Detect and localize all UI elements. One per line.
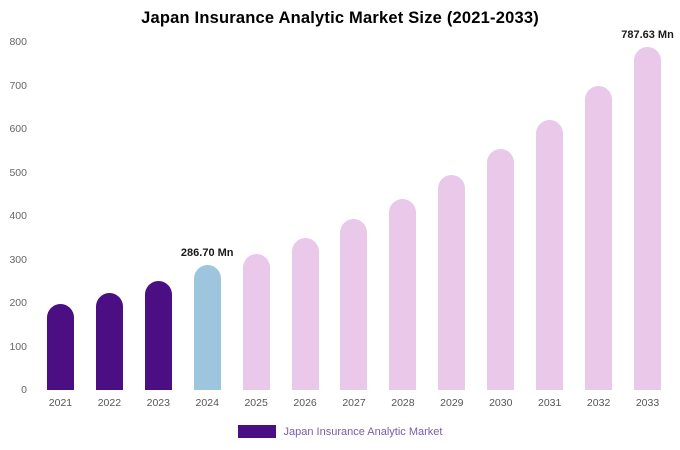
bar-value-label: 787.63 Mn: [621, 29, 674, 42]
bar-slot: [281, 42, 330, 390]
bar-2024: [193, 265, 221, 390]
bar-slot: [330, 42, 379, 390]
bar-value-label: 286.70 Mn: [180, 247, 234, 260]
bar-2026: [291, 237, 319, 390]
y-tick-label: 700: [9, 79, 27, 92]
bar-2022: [95, 293, 123, 390]
bar-2027: [340, 218, 368, 390]
bar-2031: [536, 120, 564, 390]
bar-slot: [134, 42, 183, 390]
x-tick-label: 2023: [146, 397, 170, 409]
x-tick-label: 2032: [586, 397, 611, 409]
y-tick-label: 800: [9, 36, 27, 48]
x-tick-label: 2031: [538, 397, 562, 409]
x-tick-label: 2033: [635, 397, 660, 409]
plot-area: 286.70 Mn 787.63 Mn: [36, 29, 674, 390]
bar-slot: [232, 42, 281, 390]
bar-slot: [85, 42, 134, 390]
bar-slot: [525, 42, 574, 390]
x-tick-label: 2024: [195, 397, 219, 409]
bar-2025: [242, 253, 270, 390]
x-tick-label: 2030: [489, 397, 513, 409]
bar-slot: [476, 42, 525, 390]
x-tick-label: 2028: [391, 397, 415, 409]
y-tick-label: 400: [9, 210, 27, 222]
bar-slot: [378, 42, 427, 390]
bar-2023: [144, 281, 172, 390]
y-tick-label: 500: [9, 166, 27, 179]
bar-slot: [623, 42, 672, 390]
x-tick-label: 2025: [244, 397, 268, 409]
bar-2028: [389, 198, 417, 390]
bars-row: [36, 42, 672, 390]
y-tick-label: 600: [9, 123, 27, 135]
legend-label: Japan Insurance Analytic Market: [283, 425, 443, 438]
bar-slot: [36, 42, 85, 390]
x-tick-label: 2026: [293, 397, 317, 409]
y-axis: 0 100 200 300 400 500 600 700 800: [0, 36, 32, 396]
y-tick-label: 100: [9, 340, 27, 353]
bar-slot: [574, 42, 623, 390]
x-tick-label: 2029: [440, 397, 464, 409]
x-tick-label: 2021: [48, 397, 73, 409]
legend-swatch-icon: [237, 425, 276, 438]
bar-2033: [634, 47, 662, 390]
x-axis-labels: 2021 2022 2023 2024 2025 2026 2027 2028 2029 2030…: [36, 397, 672, 409]
bar-slot: [427, 42, 476, 390]
y-tick-label: 200: [9, 297, 27, 309]
chart-title: Japan Insurance Analytic Market Size (20…: [141, 9, 539, 27]
bar-2032: [585, 86, 613, 390]
bar-slot: [183, 42, 232, 390]
bar-2021: [46, 304, 74, 390]
legend: Japan Insurance Analytic Market: [0, 425, 680, 438]
x-tick-label: 2022: [97, 397, 122, 409]
y-tick-label: 0: [21, 384, 27, 396]
y-tick-label: 300: [9, 253, 27, 266]
bar-2029: [438, 175, 466, 390]
bar-2030: [487, 149, 515, 390]
x-tick-label: 2027: [342, 397, 366, 409]
